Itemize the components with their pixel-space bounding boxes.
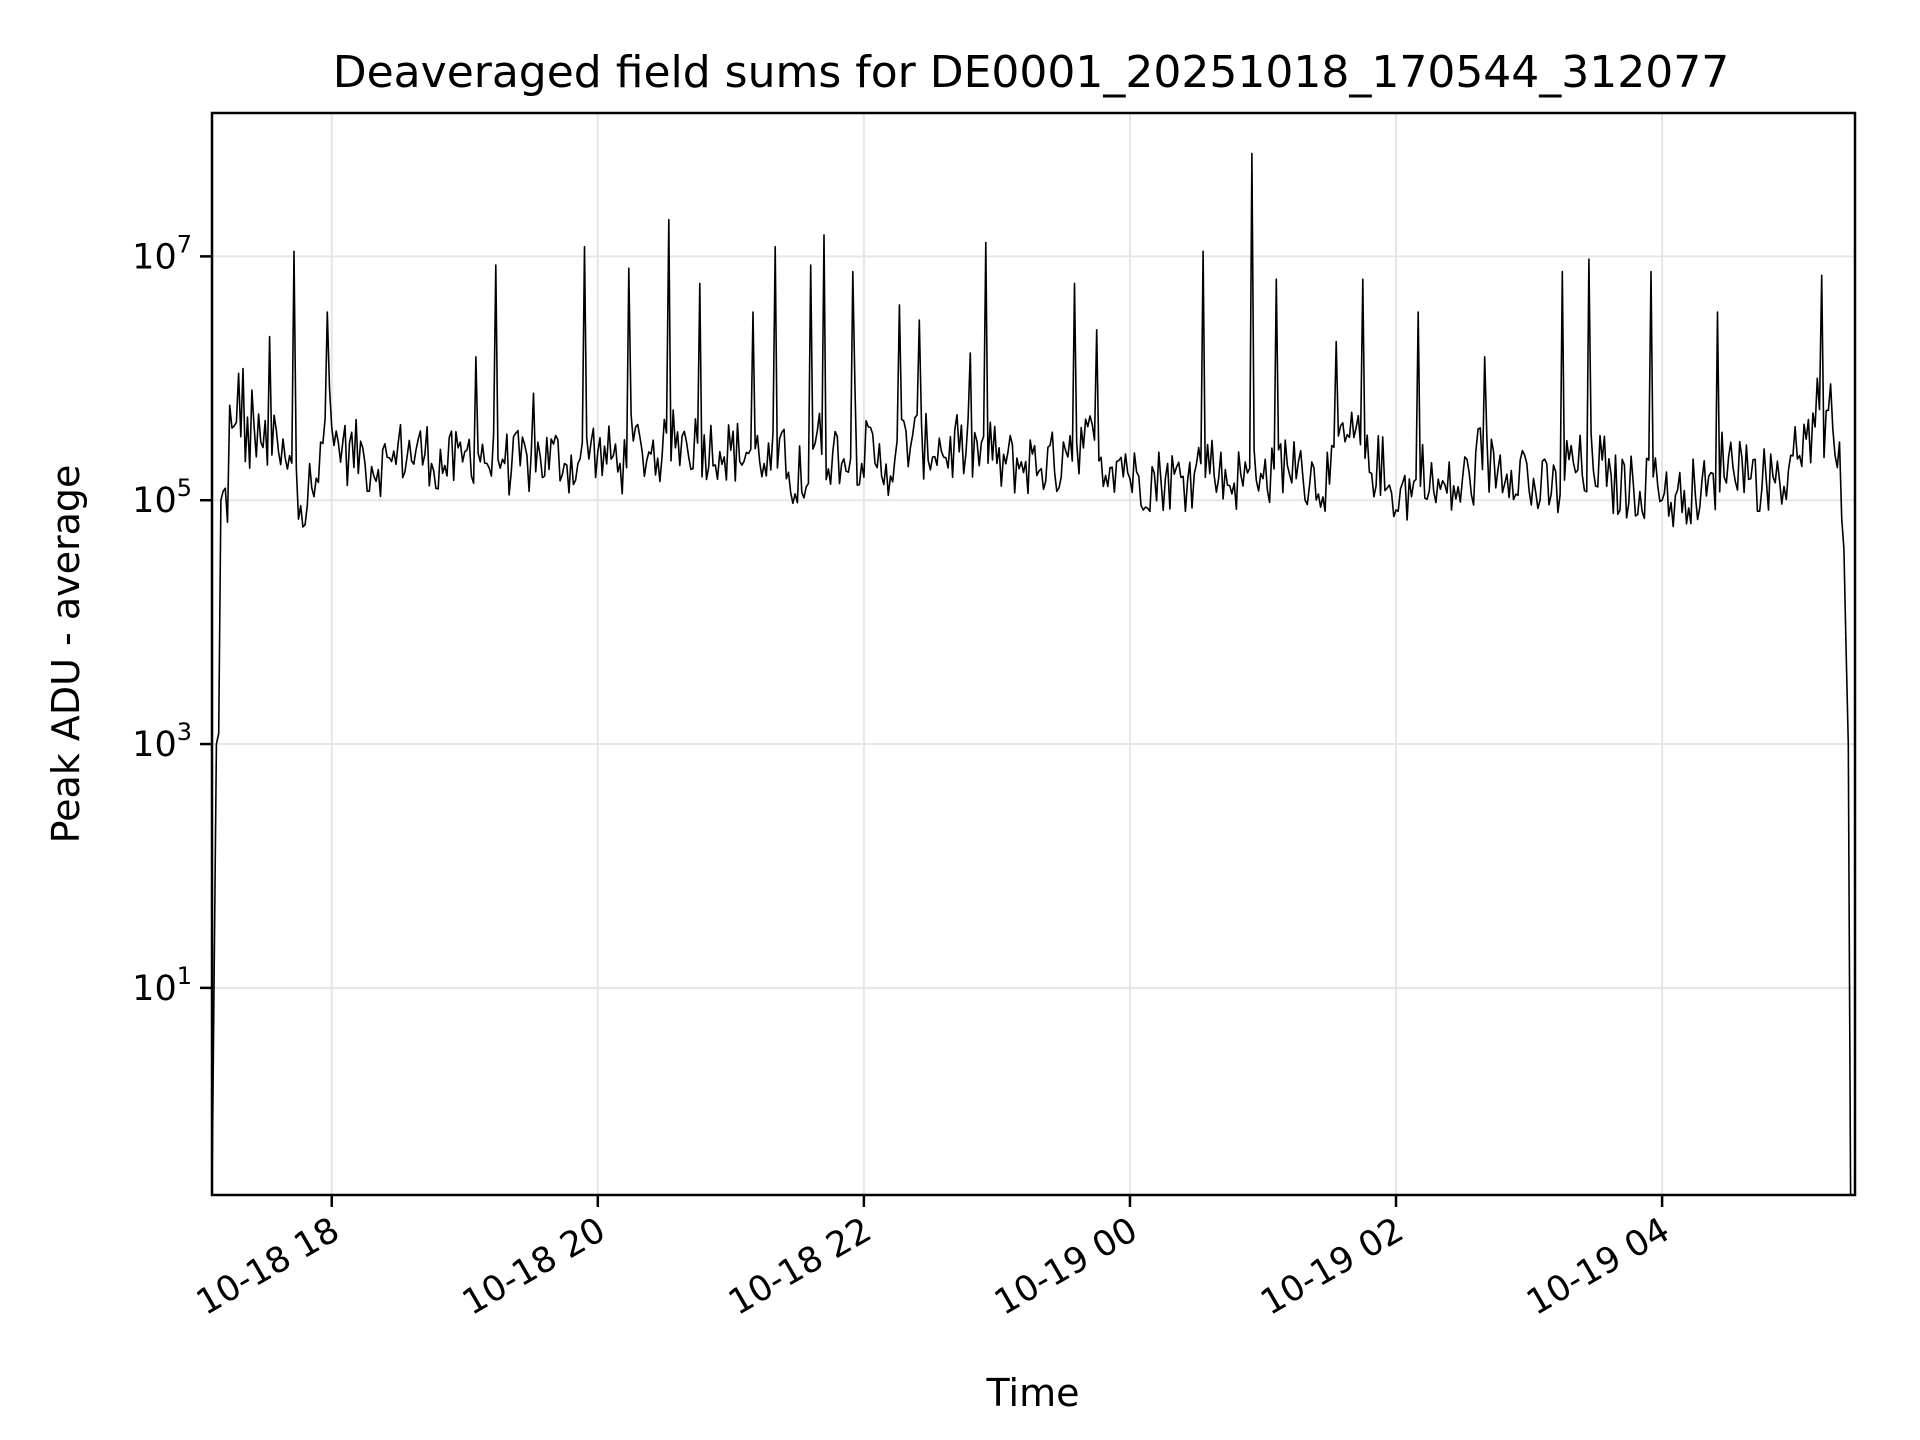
axis-ticks: 10-18 18 10-18 20 10-18 22 10-19 00 10-19 02… — [132, 230, 1676, 1323]
x-tick-label: 10-18 20 — [456, 1210, 612, 1323]
plot-area — [212, 152, 1852, 1195]
y-tick-exponent: 1 — [177, 962, 192, 990]
x-tick-label: 10-18 22 — [722, 1210, 878, 1323]
x-axis-label: Time — [986, 1371, 1080, 1415]
y-tick-label: 103 — [132, 718, 192, 765]
x-tick-label: 10-19 04 — [1520, 1210, 1676, 1323]
chart-title: Deaveraged field sums for DE0001_2025101… — [333, 47, 1730, 98]
y-axis-label: Peak ADU - average — [44, 465, 88, 844]
x-tick-label: 10-19 02 — [1254, 1210, 1410, 1323]
y-tick-base: 10 — [132, 969, 177, 1009]
y-tick-label: 107 — [132, 230, 192, 277]
series-line — [212, 152, 1852, 1195]
y-tick-exponent: 3 — [177, 718, 192, 746]
y-tick-base: 10 — [132, 481, 177, 521]
y-tick-exponent: 7 — [177, 230, 192, 258]
grid-lines — [212, 113, 1855, 1195]
y-tick-exponent: 5 — [177, 474, 192, 502]
y-tick-label: 101 — [132, 962, 192, 1009]
plot-frame — [210, 111, 1857, 1197]
y-tick-label: 105 — [132, 474, 192, 521]
y-tick-base: 10 — [132, 725, 177, 765]
x-tick-label: 10-18 18 — [190, 1210, 346, 1323]
y-tick-base: 10 — [132, 237, 177, 277]
x-tick-label: 10-19 00 — [988, 1210, 1144, 1323]
